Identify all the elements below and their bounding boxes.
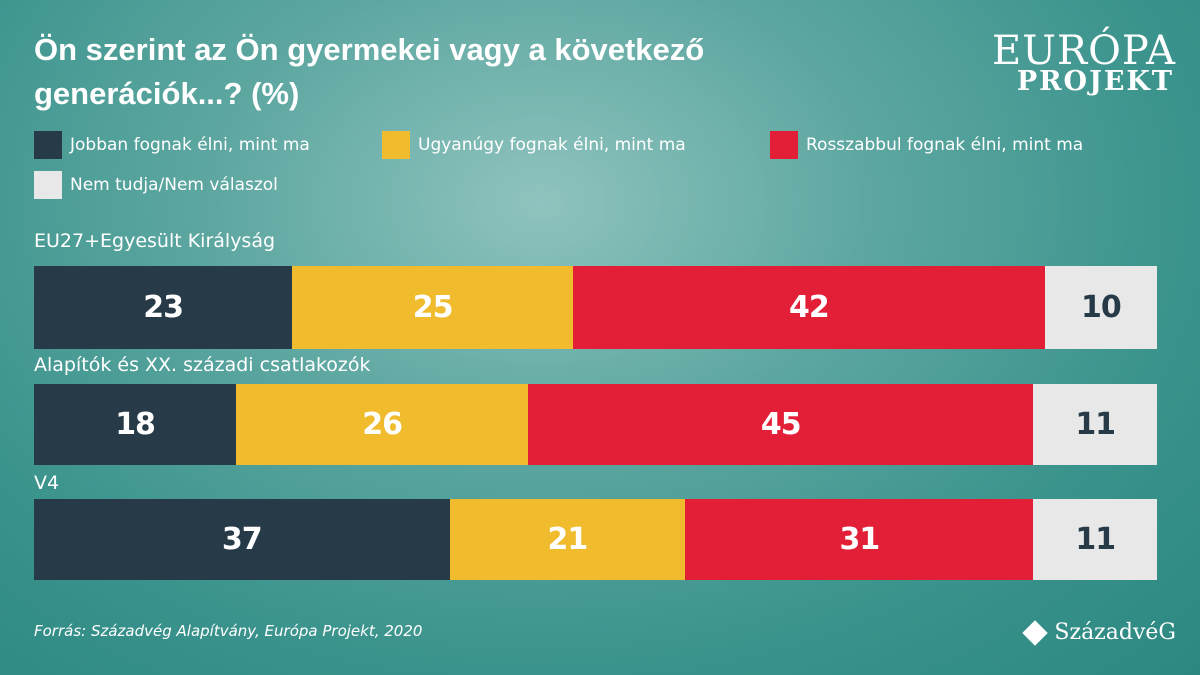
legend-label: Jobban fognak élni, mint ma: [70, 135, 310, 155]
legend-item: Ugyanúgy fognak élni, mint ma: [382, 131, 686, 159]
legend-item: Nem tudja/Nem válaszol: [34, 171, 278, 199]
legend-label: Rosszabbul fognak élni, mint ma: [806, 135, 1084, 155]
category-label: EU27+Egyesült Királyság: [34, 230, 276, 252]
stacked-bar: 18 26 45 11: [34, 384, 1157, 465]
diamond-icon: [1022, 619, 1049, 646]
bar-segment: 11: [1033, 384, 1157, 465]
bar-segment: 31: [685, 499, 1034, 580]
bar-segment: 18: [34, 384, 237, 465]
legend-swatch: [382, 131, 410, 159]
category-label: V4: [34, 472, 60, 494]
brand-name: SzázadvéG: [1054, 620, 1176, 645]
bar-segment: 25: [292, 266, 574, 349]
legend-swatch: [34, 171, 62, 199]
legend-label: Ugyanúgy fognak élni, mint ma: [418, 135, 686, 155]
legend-swatch: [34, 131, 62, 159]
europa-projekt-logo-sub: PROJEKT: [1016, 66, 1174, 97]
legend-swatch: [770, 131, 798, 159]
legend-item: Jobban fognak élni, mint ma: [34, 131, 310, 159]
bar-segment: 45: [528, 384, 1034, 465]
szazadveg-logo: SzázadvéG: [1022, 619, 1176, 646]
source-note: Forrás: Századvég Alapítvány, Európa Pro…: [34, 622, 423, 640]
bar-segment: 42: [573, 266, 1045, 349]
bar-segment: 21: [449, 499, 686, 580]
chart-title: Ön szerint az Ön gyermekei vagy a követk…: [34, 32, 705, 111]
legend-item: Rosszabbul fognak élni, mint ma: [770, 131, 1083, 159]
bar-segment: 23: [34, 266, 293, 349]
stacked-bar: 23 25 42 10: [34, 266, 1157, 349]
stacked-bar: 37 21 31 11: [34, 499, 1157, 580]
bar-segment: 11: [1033, 499, 1157, 580]
bar-segment: 26: [236, 384, 529, 465]
category-label: Alapítók és XX. századi csatlakozók: [34, 354, 371, 376]
legend-label: Nem tudja/Nem válaszol: [70, 175, 278, 195]
bar-segment: 37: [34, 499, 450, 580]
europa-projekt-logo: EURÓPA: [992, 28, 1176, 74]
bar-segment: 10: [1044, 266, 1157, 349]
